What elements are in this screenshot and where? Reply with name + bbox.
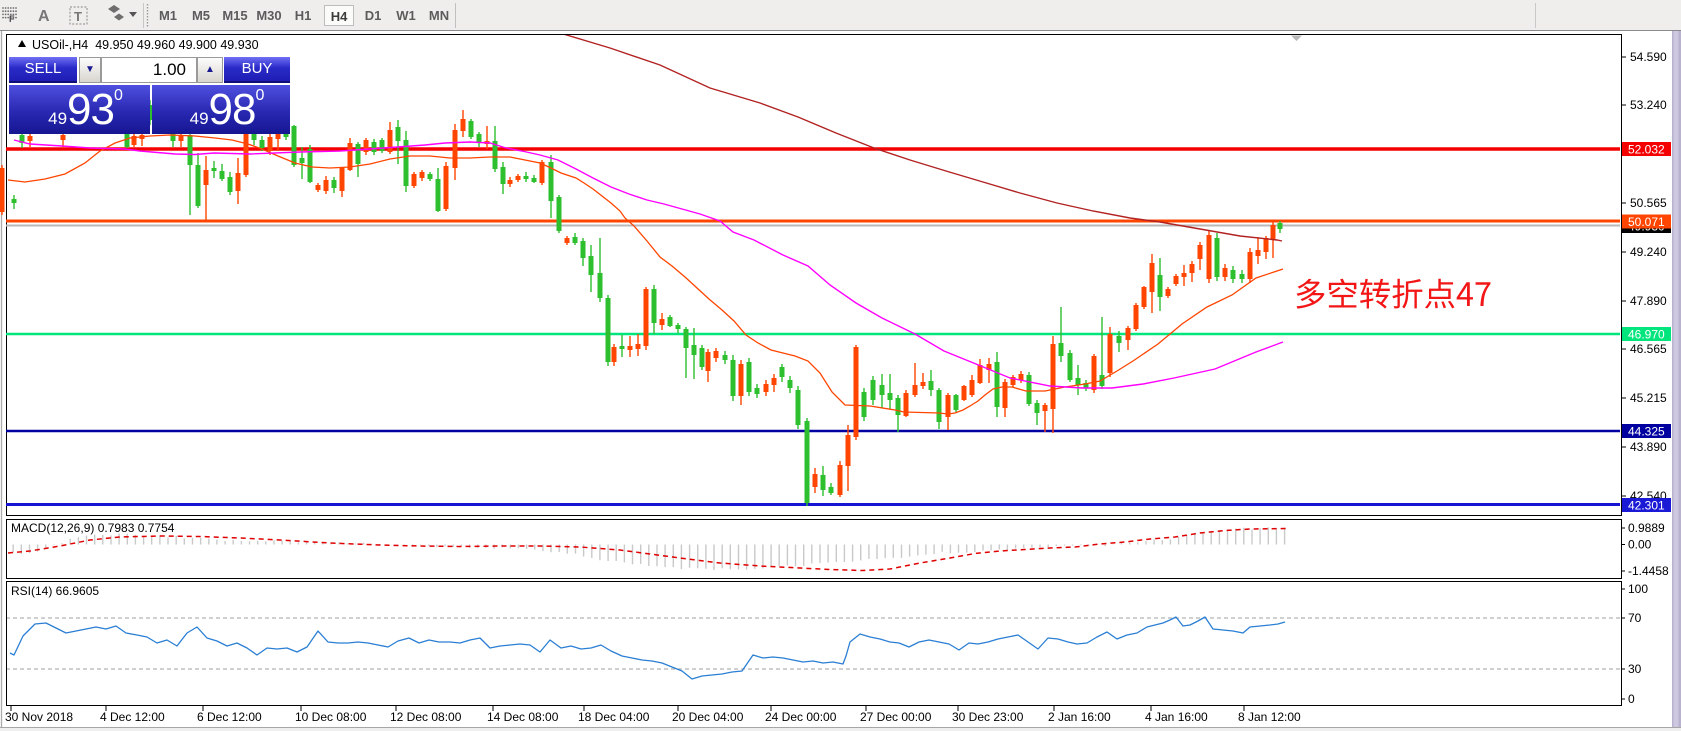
svg-text:10 Dec 08:00: 10 Dec 08:00 <box>295 710 367 724</box>
svg-text:100: 100 <box>1628 582 1648 596</box>
svg-text:30: 30 <box>1628 662 1642 676</box>
svg-text:24 Dec 00:00: 24 Dec 00:00 <box>765 710 837 724</box>
svg-text:50.071: 50.071 <box>1628 215 1665 229</box>
svg-text:0: 0 <box>1628 692 1635 706</box>
svg-text:45.215: 45.215 <box>1630 391 1667 405</box>
svg-text:43.890: 43.890 <box>1630 440 1667 454</box>
svg-text:30 Nov 2018: 30 Nov 2018 <box>5 710 73 724</box>
svg-text:RSI(14) 66.9605: RSI(14) 66.9605 <box>11 584 99 598</box>
svg-text:14 Dec 08:00: 14 Dec 08:00 <box>487 710 559 724</box>
svg-text:A: A <box>38 8 50 25</box>
svg-text:46.565: 46.565 <box>1630 342 1667 356</box>
svg-text:70: 70 <box>1628 611 1642 625</box>
svg-text:52.032: 52.032 <box>1628 143 1665 157</box>
svg-text:F: F <box>9 14 15 24</box>
svg-text:50.565: 50.565 <box>1630 196 1667 210</box>
svg-text:20 Dec 04:00: 20 Dec 04:00 <box>672 710 744 724</box>
svg-text:0.9889: 0.9889 <box>1628 521 1665 535</box>
svg-text:4 Dec 12:00: 4 Dec 12:00 <box>100 710 165 724</box>
svg-text:6 Dec 12:00: 6 Dec 12:00 <box>197 710 262 724</box>
svg-text:42.301: 42.301 <box>1628 499 1665 513</box>
svg-text:0.00: 0.00 <box>1628 538 1652 552</box>
svg-text:18 Dec 04:00: 18 Dec 04:00 <box>578 710 650 724</box>
svg-text:12 Dec 08:00: 12 Dec 08:00 <box>390 710 462 724</box>
svg-text:54.590: 54.590 <box>1630 50 1667 64</box>
svg-text:T: T <box>74 9 82 24</box>
svg-text:USOil-,H4 49.950 49.960 49.90: USOil-,H4 49.950 49.960 49.900 49.930 <box>32 38 259 52</box>
svg-text:MACD(12,26,9) 0.7983 0.7754: MACD(12,26,9) 0.7983 0.7754 <box>11 521 175 535</box>
svg-text:2 Jan 16:00: 2 Jan 16:00 <box>1048 710 1111 724</box>
svg-text:46.970: 46.970 <box>1628 328 1665 342</box>
svg-text:47.890: 47.890 <box>1630 294 1667 308</box>
svg-text:4 Jan 16:00: 4 Jan 16:00 <box>1145 710 1208 724</box>
svg-text:-1.4458: -1.4458 <box>1628 564 1669 578</box>
svg-text:49.240: 49.240 <box>1630 245 1667 259</box>
svg-text:27 Dec 00:00: 27 Dec 00:00 <box>860 710 932 724</box>
svg-text:30 Dec 23:00: 30 Dec 23:00 <box>952 710 1024 724</box>
svg-text:53.240: 53.240 <box>1630 98 1667 112</box>
svg-text:8 Jan 12:00: 8 Jan 12:00 <box>1238 710 1301 724</box>
svg-text:44.325: 44.325 <box>1628 425 1665 439</box>
